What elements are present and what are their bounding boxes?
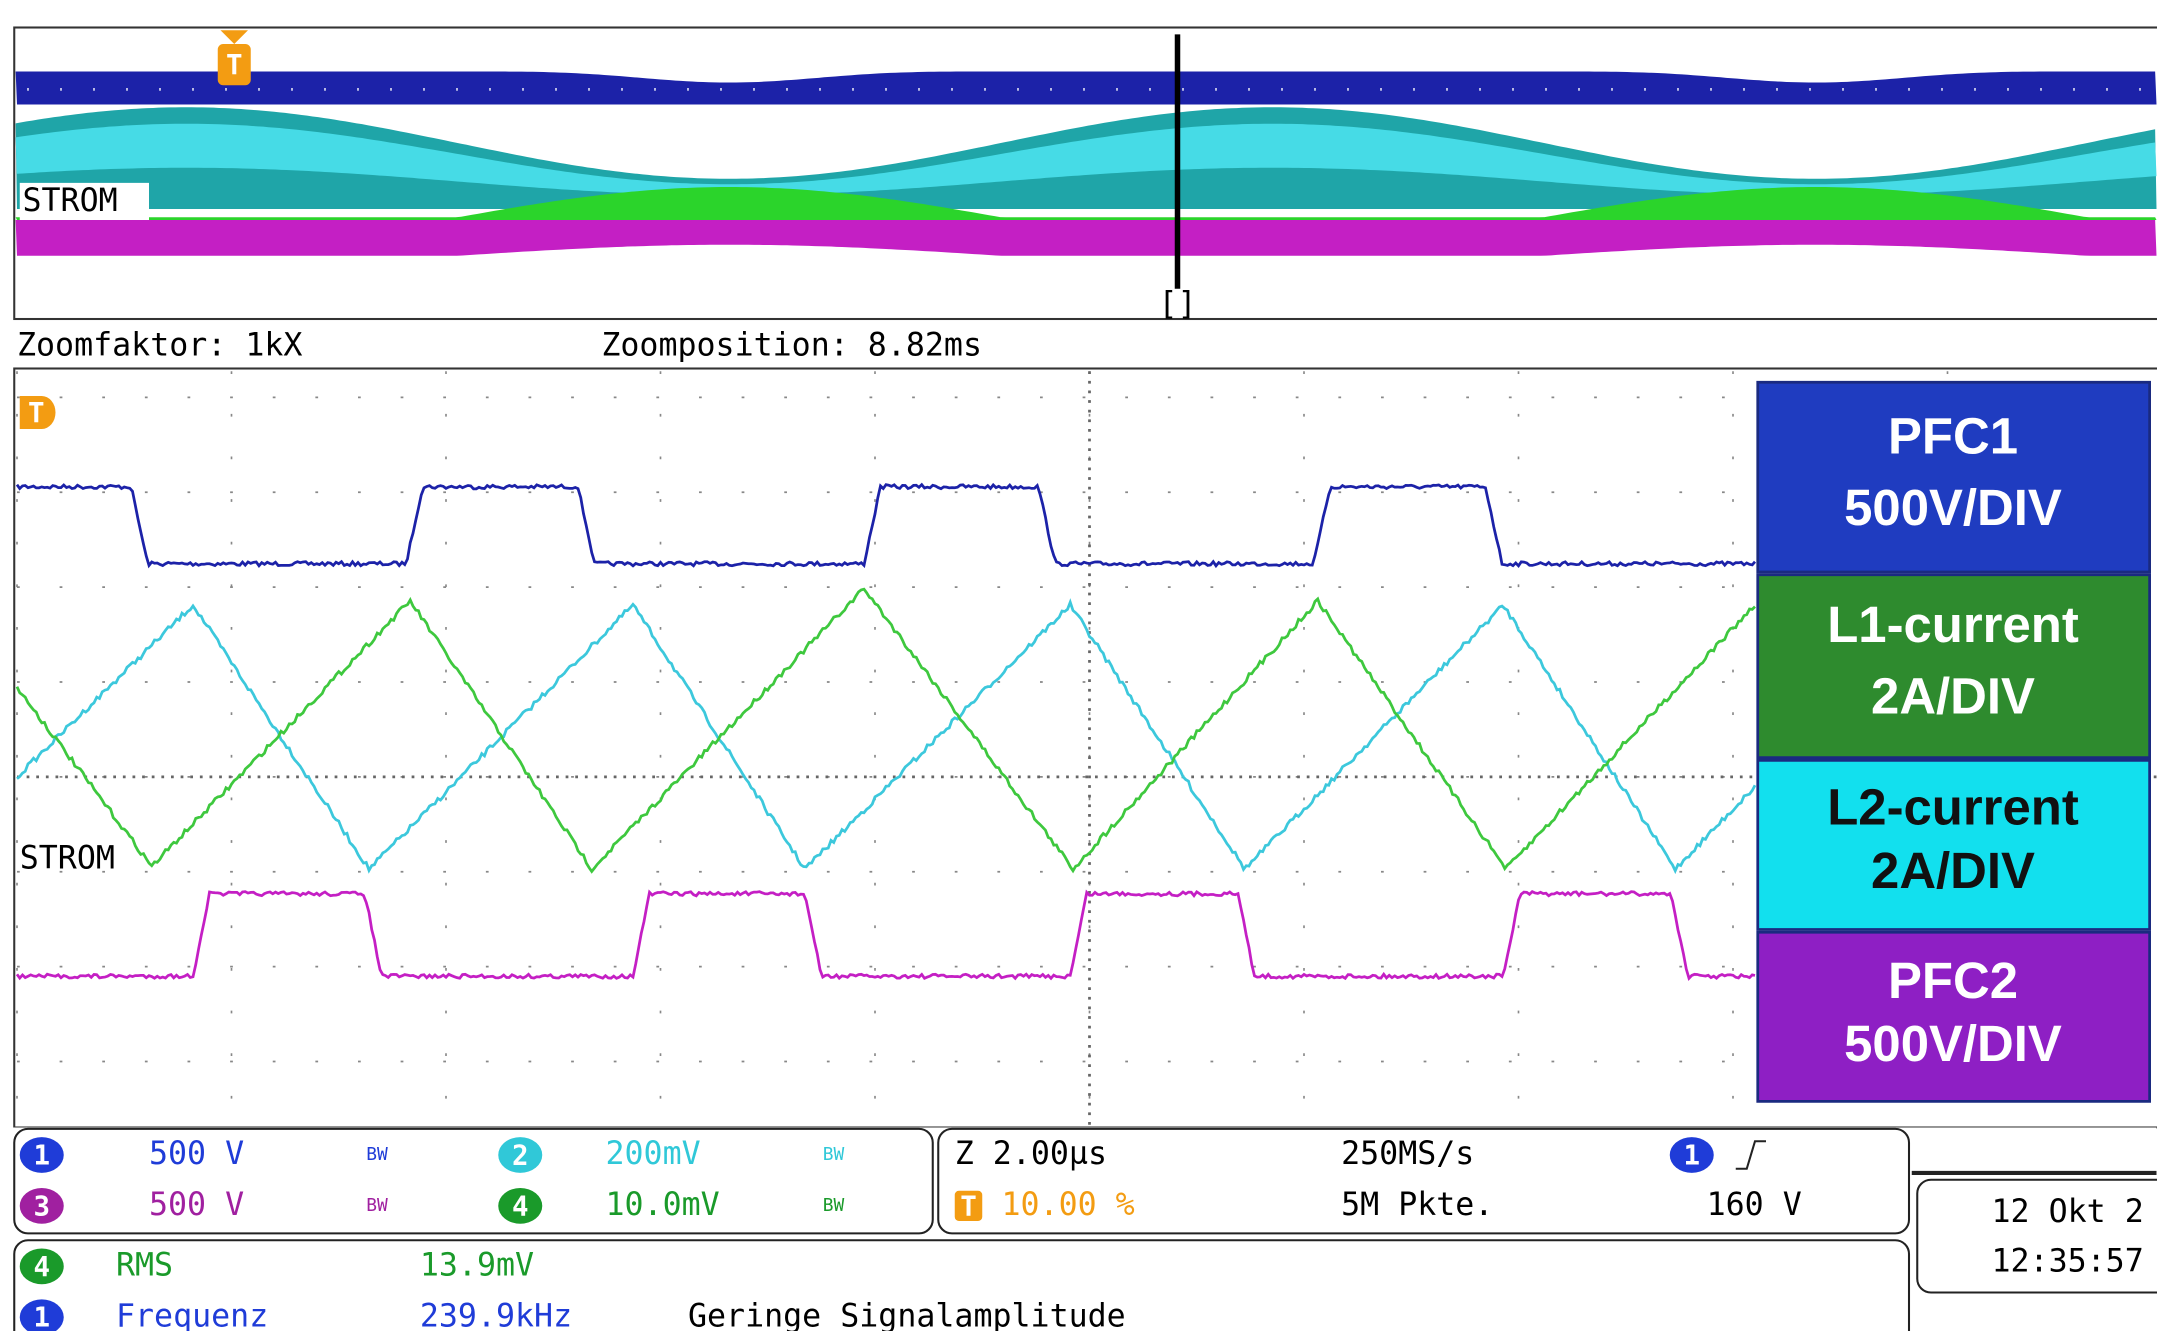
date: 12 Okt 2 xyxy=(1992,1194,2144,1230)
badge-text: 4 xyxy=(512,1190,529,1222)
badge-text: 1 xyxy=(33,1302,50,1331)
legend-name: PFC2 xyxy=(1888,952,2018,1009)
bw-icon: BW xyxy=(823,1195,845,1216)
trigger-position: 10.00 % xyxy=(1002,1187,1135,1223)
badge-text: 1 xyxy=(33,1139,50,1171)
zoom-factor: Zoomfaktor: 1kX xyxy=(17,328,302,364)
legend-scale: 2A/DIV xyxy=(1871,667,2035,724)
legend: PFC1 500V/DIV L1-current 2A/DIV L2-curre… xyxy=(1758,382,2150,1101)
cursor-label: [] xyxy=(1158,286,1196,322)
main-label: STROM xyxy=(20,840,115,876)
measurement-value: 13.9mV xyxy=(420,1247,534,1283)
channel-scale: 500 V xyxy=(149,1136,244,1172)
bw-icon: BW xyxy=(366,1195,388,1216)
bw-icon: BW xyxy=(823,1144,845,1165)
channel-scale: 200mV xyxy=(606,1136,701,1172)
trigger-text: T xyxy=(28,397,45,429)
badge-text: 3 xyxy=(33,1190,50,1222)
legend-name: L2-current xyxy=(1827,779,2079,836)
legend-name: PFC1 xyxy=(1888,407,2018,464)
measurement-name: Frequenz xyxy=(116,1298,268,1331)
trigger-text: T xyxy=(226,49,243,81)
badge-text: 4 xyxy=(33,1251,50,1283)
sample-rate: 250MS/s xyxy=(1341,1136,1474,1172)
zoom-position: Zoomposition: 8.82ms xyxy=(601,328,982,364)
scope-screen: [] T STROM Zoomfaktor: 1kX Zoomposition:… xyxy=(0,0,2157,1331)
channel-scale: 500 V xyxy=(149,1187,244,1223)
overview-label: STROM xyxy=(23,183,118,219)
measurement-note: Geringe Signalamplitude xyxy=(688,1298,1126,1331)
legend-scale: 500V/DIV xyxy=(1844,1015,2062,1072)
measurement-value: 239.9kHz xyxy=(420,1298,572,1331)
legend-scale: 500V/DIV xyxy=(1844,479,2062,536)
badge-text: 2 xyxy=(512,1139,529,1171)
legend-scale: 2A/DIV xyxy=(1871,842,2035,899)
page: [] T STROM Zoomfaktor: 1kX Zoomposition:… xyxy=(0,0,2157,1331)
time: 12:35:57 xyxy=(1992,1243,2144,1279)
zoom-timebase: Z 2.00µs xyxy=(955,1136,1107,1172)
badge-text: T xyxy=(960,1190,977,1222)
bw-icon: BW xyxy=(366,1144,388,1165)
badge-text: 1 xyxy=(1683,1139,1700,1171)
channel-scale: 10.0mV xyxy=(606,1187,720,1223)
legend-name: L1-current xyxy=(1827,596,2079,653)
measurement-name: RMS xyxy=(116,1247,173,1283)
trigger-level: 160 V xyxy=(1707,1187,1802,1223)
record-length: 5M Pkte. xyxy=(1341,1187,1493,1223)
